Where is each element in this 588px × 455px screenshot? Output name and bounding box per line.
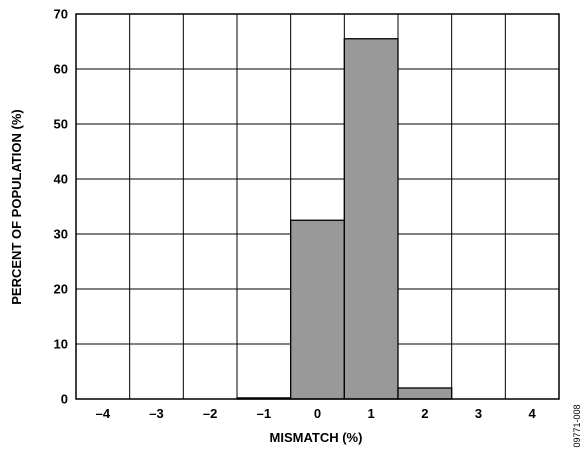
y-tick-label: 30: [54, 227, 68, 242]
y-tick-label: 0: [61, 392, 68, 407]
y-tick-label: 70: [54, 7, 68, 22]
figure-id-label: 09771-008: [572, 404, 582, 447]
y-tick-label: 60: [54, 62, 68, 77]
x-tick-label: 3: [475, 406, 482, 421]
y-tick-label: 10: [54, 337, 68, 352]
y-tick-label: 40: [54, 172, 68, 187]
y-tick-labels: 0 10 20 30 40 50 60 70: [54, 7, 68, 407]
x-tick-label: 0: [314, 406, 321, 421]
plot-frame: [75, 13, 560, 400]
x-tick-labels: –4 –3 –2 –1 0 1 2 3 4: [96, 406, 537, 421]
x-tick-label: –1: [257, 406, 271, 421]
x-tick-label: 4: [529, 406, 537, 421]
x-tick-label: 1: [368, 406, 375, 421]
y-axis-title: PERCENT OF POPULATION (%): [9, 109, 24, 304]
x-tick-label: –3: [149, 406, 163, 421]
x-tick-label: –4: [96, 406, 111, 421]
x-tick-label: –2: [203, 406, 217, 421]
x-tick-label: 2: [421, 406, 428, 421]
x-axis-title: MISMATCH (%): [270, 430, 363, 445]
bar: [343, 38, 399, 400]
bar: [397, 387, 453, 400]
bar: [290, 219, 345, 400]
y-tick-label: 20: [54, 282, 68, 297]
bars: [236, 38, 453, 400]
y-tick-label: 50: [54, 117, 68, 132]
